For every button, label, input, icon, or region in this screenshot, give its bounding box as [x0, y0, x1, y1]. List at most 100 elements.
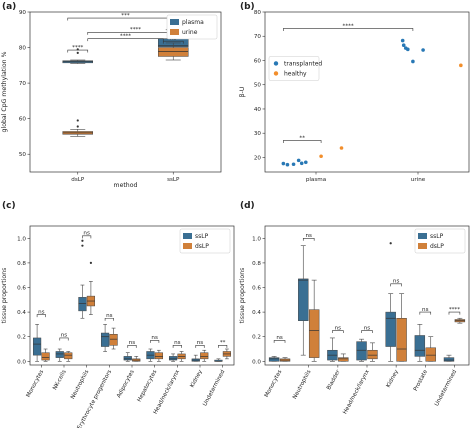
- y-tick-label: 0.2: [252, 335, 261, 341]
- panel-label: (a): [2, 2, 16, 12]
- y-tick-label: 30: [254, 131, 262, 137]
- y-axis-label: tissue proportions: [239, 268, 246, 324]
- significance-label: ns: [197, 340, 204, 346]
- box-ssLP-Adipocytes: [123, 352, 132, 362]
- scatter-point-transplanted: [296, 158, 301, 163]
- significance-bracket: ns: [302, 233, 315, 241]
- significance-label: ****: [72, 45, 83, 51]
- y-tick-label: 0.0: [17, 359, 26, 365]
- y-tick-label: 60: [19, 117, 27, 123]
- y-tick-label: 0.6: [252, 286, 261, 292]
- box: [32, 337, 42, 356]
- box-dsLP-Bladder: [338, 353, 349, 362]
- panel-label: (d): [240, 201, 255, 211]
- significance-label: ns: [174, 340, 181, 346]
- box-dsLP-Head/neck/larynx: [367, 342, 378, 362]
- bracket-line: [390, 283, 402, 287]
- scatter-point-healthy: [339, 146, 344, 150]
- x-tick-label: NK-cells: [52, 369, 68, 391]
- scatter-point-healthy: [459, 63, 463, 68]
- scatter-point-healthy: [319, 154, 323, 159]
- bracket-line: [67, 49, 89, 53]
- scatter-point-transplanted: [299, 161, 304, 166]
- y-tick-label: 70: [254, 34, 262, 40]
- scatter-point-transplanted: [285, 162, 290, 167]
- significance-bracket: ns: [127, 340, 137, 348]
- significance-label: ns: [422, 307, 429, 313]
- significance-bracket: ns: [150, 335, 160, 343]
- legend-label: ssLP: [195, 233, 209, 240]
- box: [100, 332, 110, 347]
- axes-frame: [264, 11, 470, 173]
- significance-bracket: ns: [172, 340, 182, 348]
- y-axis-label: global CpG methylation %: [1, 51, 8, 132]
- legend-swatch: [183, 233, 192, 239]
- significance-bracket: ****: [283, 23, 414, 31]
- bracket-line: [127, 345, 137, 348]
- y-tick-label: 60: [254, 58, 262, 64]
- box-urine-dsLP: [62, 119, 93, 137]
- bracket-line: [172, 345, 182, 348]
- significance-label: ****: [130, 27, 141, 33]
- axes-frame: [29, 225, 235, 366]
- box: [367, 349, 378, 360]
- significance-bracket: ns: [332, 325, 344, 334]
- legend-marker: [273, 71, 279, 76]
- significance-label: ns: [151, 335, 158, 341]
- box: [109, 333, 118, 346]
- box: [64, 352, 73, 360]
- significance-label: **: [220, 340, 226, 346]
- box-ssLP-Bladder: [327, 337, 338, 362]
- y-tick-label: 0.0: [252, 359, 261, 365]
- scatter-point-transplanted: [400, 38, 405, 43]
- box: [414, 335, 426, 357]
- box-ssLP-Head/neck/larynx: [356, 338, 367, 362]
- bracket-line: [195, 345, 205, 348]
- scatter-point-transplanted: [406, 47, 410, 52]
- x-tick-label: Neutrophils: [70, 369, 90, 400]
- y-tick-label: 80: [19, 46, 27, 52]
- significance-label: ****: [120, 33, 131, 39]
- significance-label: ***: [121, 13, 130, 19]
- significance-bracket: ns: [390, 279, 402, 287]
- box: [308, 309, 320, 358]
- y-tick-label: 0.8: [17, 261, 26, 267]
- box-dsLP-Undetermined: [222, 348, 232, 360]
- y-tick-label: 1.0: [17, 236, 26, 242]
- flier-point: [76, 119, 79, 122]
- flier-point: [76, 51, 79, 54]
- bracket-line: [419, 311, 432, 315]
- axes-frame: [29, 11, 222, 173]
- significance-bracket: ns: [273, 335, 286, 343]
- scatter-point-transplanted: [401, 43, 406, 48]
- significance-label: **: [299, 135, 305, 141]
- bracket-line: [87, 38, 164, 42]
- axes-frame: [264, 225, 470, 366]
- x-tick-label: Head/neck/larynx: [153, 369, 182, 416]
- significance-bracket: **: [283, 135, 322, 143]
- legend-frame: [268, 56, 320, 81]
- legend-label: healthy: [284, 70, 307, 77]
- legend-label: ssLP: [430, 233, 444, 240]
- x-tick-label: Undetermined: [202, 369, 226, 408]
- bracket-line: [218, 345, 228, 348]
- box: [385, 311, 396, 347]
- legend: plasma urine: [166, 14, 218, 40]
- box-ssLP-Hepatocytes: [146, 348, 155, 362]
- bracket-line: [448, 311, 461, 315]
- box: [338, 357, 349, 362]
- box-ssLP-Head/neck/larynx: [168, 353, 178, 362]
- y-tick-label: 0.4: [17, 310, 26, 316]
- panel-0: (a) 50 60 70 80 90 global CpG methylation % met…: [1, 2, 222, 189]
- box-ssLP-Prostate: [414, 324, 426, 362]
- x-tick-label: Kidney: [190, 369, 205, 389]
- bracket-line: [82, 235, 92, 239]
- x-tick-label: dsLP: [71, 177, 85, 183]
- x-tick-label: Bladder: [326, 369, 342, 392]
- y-tick-label: 80: [254, 10, 262, 16]
- legend: transplanted healthy: [268, 56, 322, 81]
- y-tick-label: 20: [254, 155, 262, 161]
- box-ssLP-NK-cells: [55, 348, 64, 362]
- x-tick-label: Monocytes: [264, 369, 283, 399]
- bracket-line: [283, 28, 414, 31]
